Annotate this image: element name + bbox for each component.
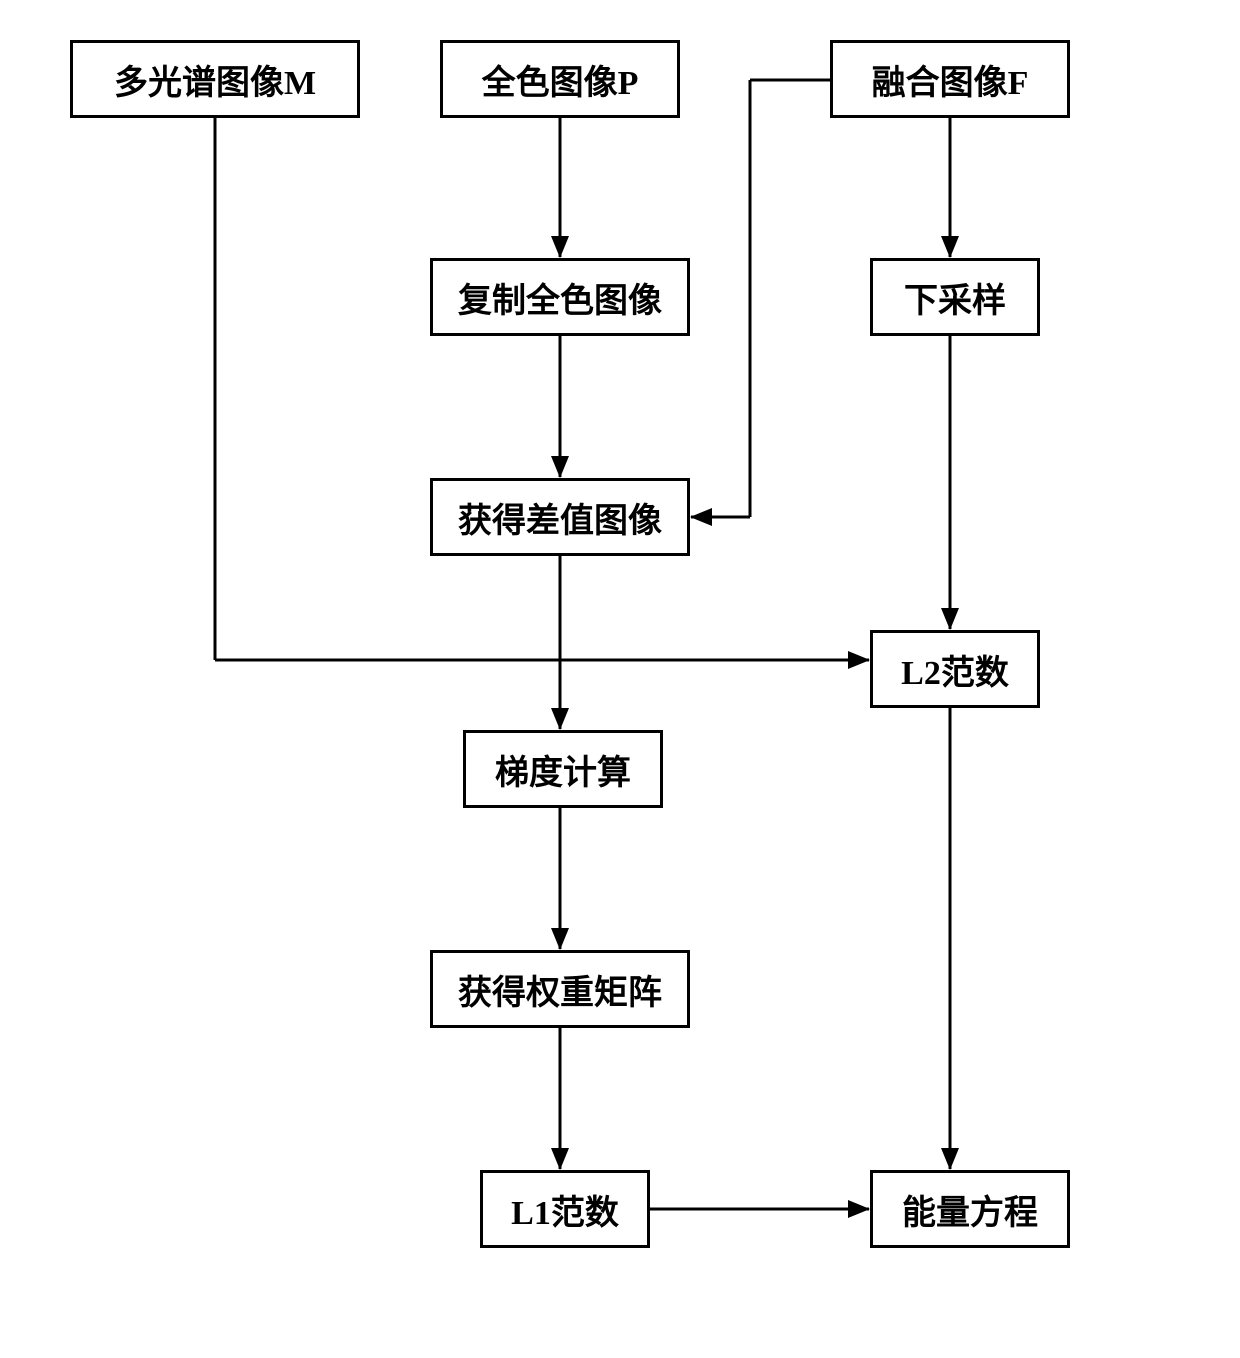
node-copy: 复制全色图像 [430, 258, 690, 336]
node-pan: 全色图像P [440, 40, 680, 118]
node-label: 能量方程 [902, 1185, 1038, 1234]
node-label: L2范数 [901, 645, 1009, 694]
node-label: 获得权重矩阵 [458, 965, 662, 1014]
node-ms: 多光谱图像M [70, 40, 360, 118]
node-grad: 梯度计算 [463, 730, 663, 808]
node-label: 下采样 [904, 273, 1006, 322]
node-fus: 融合图像F [830, 40, 1070, 118]
node-label: 全色图像P [482, 55, 639, 104]
node-diff: 获得差值图像 [430, 478, 690, 556]
node-energy: 能量方程 [870, 1170, 1070, 1248]
flowchart-canvas: 多光谱图像M 全色图像P 融合图像F 复制全色图像 下采样获得差值图像 L2范数梯度计算获… [0, 0, 1240, 1358]
node-label: 多光谱图像M [114, 55, 316, 104]
node-l2: L2范数 [870, 630, 1040, 708]
node-label: 梯度计算 [495, 745, 631, 794]
node-wmat: 获得权重矩阵 [430, 950, 690, 1028]
edges-layer [0, 0, 1240, 1358]
node-label: 获得差值图像 [458, 493, 662, 542]
node-label: L1范数 [511, 1185, 619, 1234]
node-label: 融合图像F [872, 55, 1029, 104]
node-label: 复制全色图像 [458, 273, 662, 322]
node-l1: L1范数 [480, 1170, 650, 1248]
node-down: 下采样 [870, 258, 1040, 336]
